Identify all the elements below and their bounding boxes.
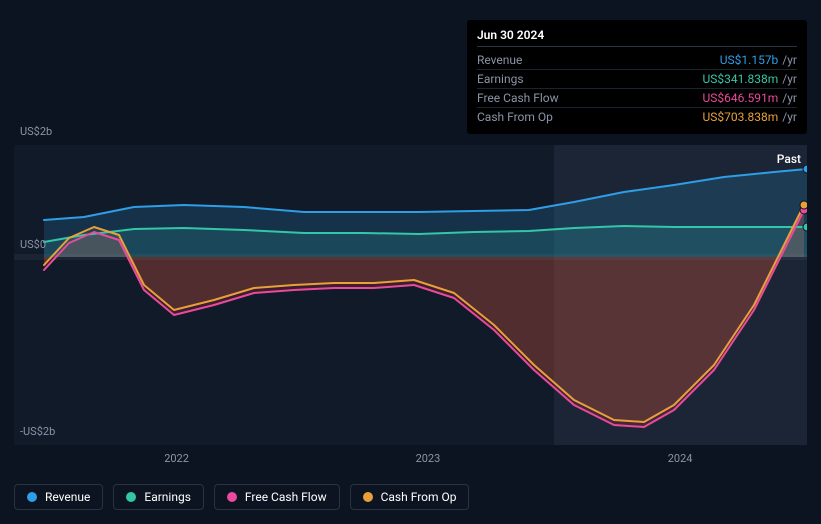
y-axis-tick: US$0 xyxy=(20,238,46,251)
legend-item[interactable]: Revenue xyxy=(14,484,103,510)
chart-legend: Revenue Earnings Free Cash Flow Cash From O… xyxy=(14,484,469,510)
legend-label: Cash From Op xyxy=(381,490,457,504)
x-axis-tick: 2024 xyxy=(668,452,693,465)
y-axis-tick: -US$2b xyxy=(20,425,55,438)
legend-label: Earnings xyxy=(144,490,191,504)
legend-label: Free Cash Flow xyxy=(245,490,327,504)
tooltip-metric-label: Revenue xyxy=(477,53,522,67)
tooltip-row: Cash From Op US$703.838m/yr xyxy=(477,108,797,126)
tooltip-row: Earnings US$341.838m/yr xyxy=(477,70,797,89)
tooltip-row: Free Cash Flow US$646.591m/yr xyxy=(477,89,797,108)
tooltip-metric-value: US$341.838m/yr xyxy=(702,72,797,86)
tooltip-metric-label: Free Cash Flow xyxy=(477,91,559,105)
legend-swatch-icon xyxy=(126,492,136,502)
past-label: Past xyxy=(777,152,801,166)
tooltip-metric-value: US$703.838m/yr xyxy=(702,110,797,124)
legend-item[interactable]: Free Cash Flow xyxy=(214,484,340,510)
chart-area: US$2b US$0 -US$2b Past xyxy=(14,120,807,445)
tooltip-row: Revenue US$1.157b/yr xyxy=(477,51,797,70)
tooltip-metric-value: US$1.157b/yr xyxy=(720,53,797,67)
financials-area-chart xyxy=(14,120,807,445)
tooltip-metric-label: Cash From Op xyxy=(477,110,553,124)
x-axis: 2022 2023 2024 xyxy=(14,452,807,468)
x-axis-tick: 2022 xyxy=(164,452,189,465)
legend-swatch-icon xyxy=(227,492,237,502)
x-axis-tick: 2023 xyxy=(416,452,441,465)
legend-label: Revenue xyxy=(45,490,90,504)
legend-swatch-icon xyxy=(27,492,37,502)
legend-swatch-icon xyxy=(363,492,373,502)
tooltip-metric-label: Earnings xyxy=(477,72,524,86)
y-axis-tick: US$2b xyxy=(20,125,52,138)
data-tooltip: Jun 30 2024 Revenue US$1.157b/yr Earnings U… xyxy=(467,20,807,134)
legend-item[interactable]: Earnings xyxy=(113,484,204,510)
tooltip-metric-value: US$646.591m/yr xyxy=(702,91,797,105)
tooltip-date: Jun 30 2024 xyxy=(477,28,797,47)
legend-item[interactable]: Cash From Op xyxy=(350,484,470,510)
